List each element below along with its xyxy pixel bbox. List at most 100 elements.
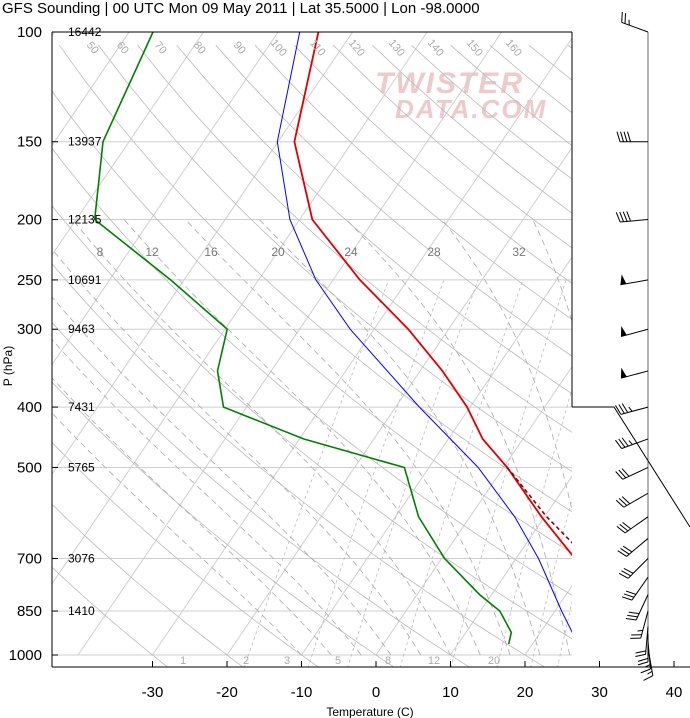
x-tick-label: 20 [517,684,534,701]
isotherm [52,32,279,366]
wind-barb [615,492,649,508]
y-tick-label: 150 [17,134,42,151]
wind-barb [616,131,648,143]
x-tick-label: -30 [142,684,164,701]
theta-label: 130 [386,37,407,59]
dry-adiabat [372,44,572,214]
mixing-ratio-bottom-label: 5 [335,655,341,667]
mixing-ratio-label: 8 [97,245,104,259]
mixing-ratio-bottom-label: 3 [284,655,290,667]
dewpoint-trace [93,32,513,645]
mixing-ratio-line [496,387,572,667]
x-tick-label: 40 [666,684,683,701]
mixing-ratio-line [307,279,445,667]
mixing-ratio-line [599,280,690,668]
x-tick-label: 0 [372,684,380,701]
watermark-line-2: DATA.COM [395,94,547,124]
dry-adiabat [52,503,244,667]
wind-barb [621,576,649,601]
isotherm [674,32,690,655]
dry-adiabat [98,44,572,472]
isotherm [375,365,572,656]
isotherm [152,37,572,656]
moist-adiabat [346,219,571,656]
isotherm [450,475,572,656]
dry-adiabat [254,44,572,320]
moist-adiabat [52,296,392,656]
mixing-ratio-label: 28 [427,245,441,259]
dry-adiabat [58,44,572,513]
watermark: TWISTERDATA.COMTWISTERDATA.COMTWISTERDAT… [375,67,547,124]
height-label: 13937 [68,135,102,149]
y-tick-label: 300 [17,321,42,338]
height-label: 10691 [68,273,102,287]
theta-label: 120 [346,37,367,59]
height-label: 3076 [68,551,95,565]
moist-adiabat [532,219,572,323]
isotherm [52,32,130,147]
y-tick-label: 200 [17,212,42,229]
theta-label: 90 [231,40,248,57]
page-title: GFS Sounding | 00 UTC Mon 09 May 2011 | … [2,0,480,17]
wind-barb [618,558,649,579]
mixing-ratio-label: 32 [512,245,526,259]
dry-adiabat [52,90,572,554]
height-label: 12135 [68,213,102,227]
dry-adiabat [52,441,319,667]
dry-adiabat [176,44,572,395]
mixing-ratio-bottom-label: 2 [243,655,249,667]
isotherm [52,32,428,585]
wind-barb [620,326,649,337]
wind-barb [617,538,649,557]
theta-label: 100 [268,37,289,59]
isotherm [524,584,572,656]
theta-label: 70 [152,40,169,57]
dry-adiabat [52,321,470,667]
dry-adiabat [52,147,572,596]
mixing-ratio-line [399,279,524,667]
parcel-virtual-trace [506,467,572,544]
y-tick-label: 400 [17,399,42,416]
mixing-ratio-bottom-label: 8 [385,655,391,667]
mixing-ratio-bottom-label: 20 [488,655,500,667]
height-label: 5765 [68,460,95,474]
dry-adiabat [52,263,546,667]
isotherm [301,256,572,656]
mixing-ratio-line [243,279,390,667]
mixing-ratio-line [347,279,479,667]
moist-adiabat [258,219,541,656]
y-tick-label: 700 [17,550,42,567]
dry-adiabat [293,44,572,284]
isotherm [52,32,354,476]
y-tick-label: 250 [17,272,42,289]
wind-barb [643,648,654,681]
moist-adiabat [52,377,332,656]
theta-label: 50 [84,40,101,57]
mixing-ratio-line [557,600,572,667]
wind-barb [621,11,649,33]
mixing-ratio-line [450,279,567,667]
x-tick-label: 30 [591,684,608,701]
mixing-ratio-bottom-label: 1 [180,655,186,667]
moist-adiabat [52,412,302,656]
parcel-trace [276,32,572,634]
dry-adiabat [450,44,572,147]
wind-barb [635,626,649,657]
dry-adiabat [215,44,572,357]
moist-adiabat [185,219,511,656]
wind-barb [616,516,649,534]
wind-barb [620,367,649,379]
y-tick-label: 850 [17,603,42,620]
temperature-trace [293,32,572,557]
dry-adiabat [137,44,572,433]
mixing-ratio-label: 20 [271,245,285,259]
wind-barb [615,403,649,415]
dry-adiabat [52,566,169,667]
x-axis-label: Temperature (C) [326,705,413,718]
isotherm [226,146,572,656]
wind-barb [620,274,649,286]
wind-barb [615,211,649,223]
isotherm [52,32,205,256]
mixing-ratio-label: 16 [204,245,218,259]
